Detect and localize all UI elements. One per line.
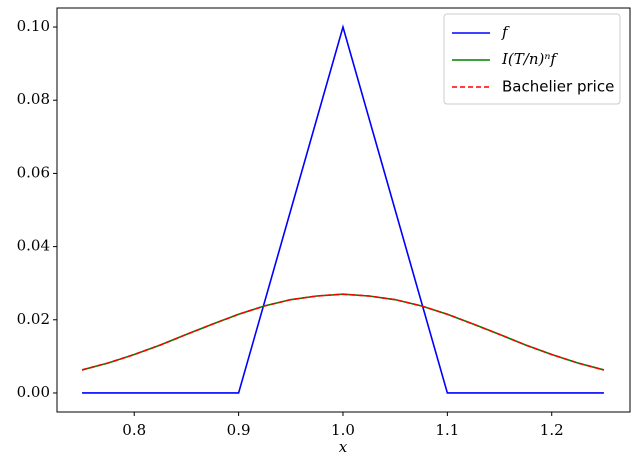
legend-label: f: [501, 23, 510, 41]
series-line: [81, 293, 605, 371]
y-tick-label: 0.10: [17, 17, 50, 35]
series-line: [81, 293, 605, 371]
x-tick-label: 1.1: [435, 421, 459, 439]
x-axis-label: x: [339, 438, 348, 456]
legend-label: Bachelier price: [502, 78, 614, 96]
y-tick-label: 0.04: [17, 237, 50, 255]
x-tick-label: 0.8: [122, 421, 146, 439]
x-tick-label: 1.0: [331, 421, 355, 439]
legend-box: [443, 13, 621, 105]
y-tick-label: 0.06: [17, 163, 50, 181]
y-tick-label: 0.00: [17, 383, 50, 401]
legend-label: I(T/n)ⁿf: [501, 50, 558, 68]
x-tick-label: 1.2: [540, 421, 564, 439]
series-line: [82, 24, 604, 394]
x-tick-label: 0.9: [227, 421, 251, 439]
plot-frame: [56, 7, 631, 413]
y-tick-label: 0.08: [17, 90, 50, 108]
y-tick-label: 0.02: [17, 310, 50, 328]
